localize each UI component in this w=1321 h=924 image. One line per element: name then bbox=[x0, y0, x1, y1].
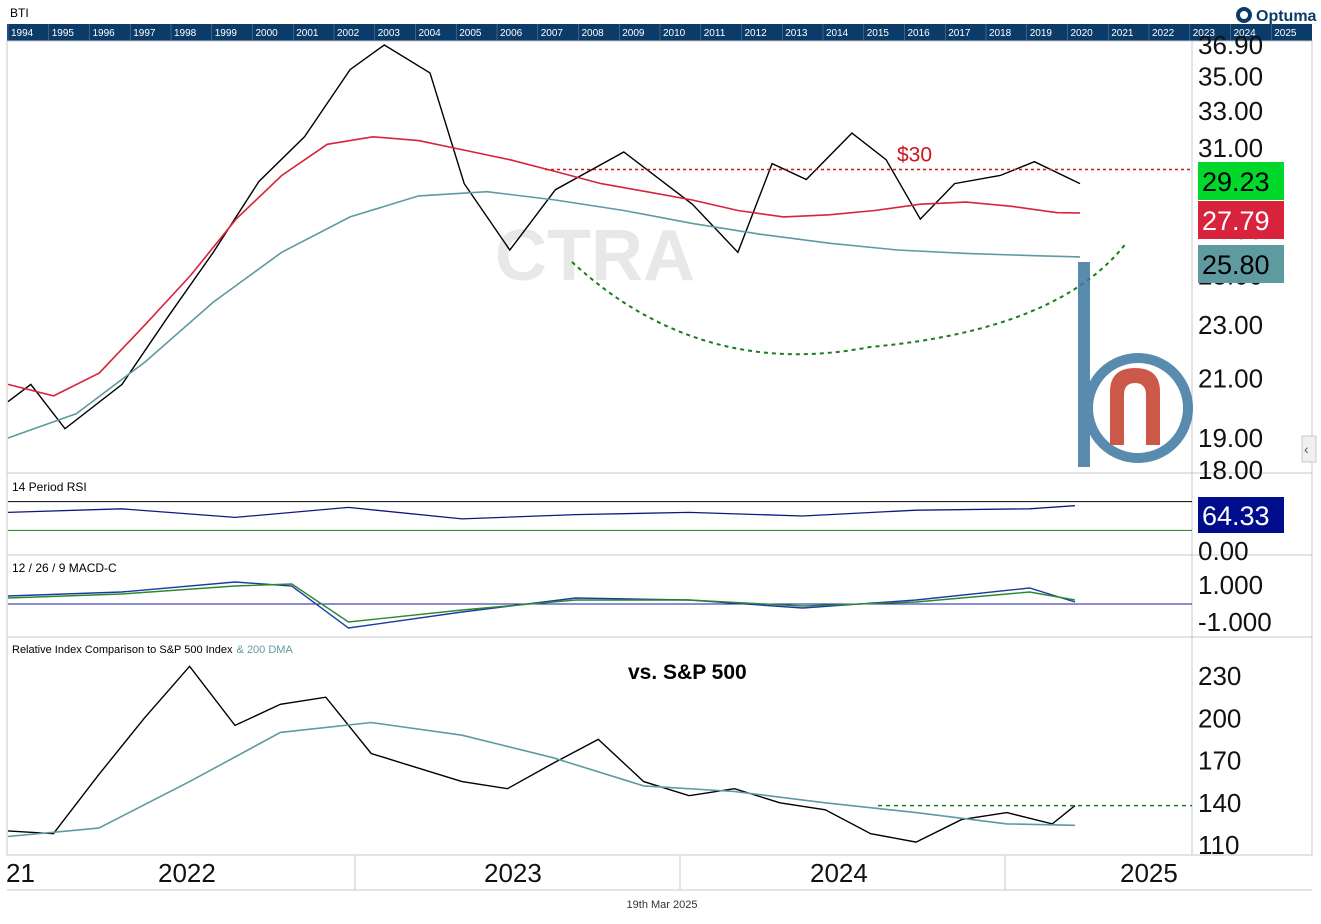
overview-year-label[interactable]: 2011 bbox=[704, 28, 726, 39]
price-value-label-box bbox=[1198, 201, 1284, 239]
macd-y-tick-label: 1.000 bbox=[1198, 570, 1263, 600]
rounded-base-curve bbox=[571, 241, 1128, 356]
price-y-tick-label: 19.00 bbox=[1198, 423, 1263, 453]
macd-line-1 bbox=[7, 583, 1076, 623]
macd-series-group: 1.000 -1.000 bbox=[7, 570, 1272, 637]
overview-year-label[interactable]: 2003 bbox=[378, 28, 401, 39]
overview-year-label[interactable]: 2006 bbox=[500, 28, 523, 39]
relative-y-tick-label: 110 bbox=[1198, 830, 1239, 860]
chevron-left-icon: ‹ bbox=[1304, 441, 1309, 457]
price-annotations: $30 bbox=[545, 144, 1190, 356]
overview-year-label[interactable]: 2022 bbox=[1152, 28, 1175, 39]
overview-year-label[interactable]: 2012 bbox=[745, 28, 768, 39]
optuma-logo: Optuma bbox=[1236, 7, 1317, 25]
resistance-label: $30 bbox=[897, 144, 932, 167]
overview-year-label[interactable]: 1994 bbox=[11, 28, 34, 39]
x-axis-labels: 21 2022 2023 2024 2025 bbox=[6, 855, 1312, 891]
overview-year-label[interactable]: 1997 bbox=[133, 28, 156, 39]
relative-panel-title-main: Relative Index Comparison to S&P 500 Ind… bbox=[12, 644, 233, 656]
overview-year-label[interactable]: 2009 bbox=[622, 28, 645, 39]
price-value-label: 29.23 bbox=[1202, 167, 1270, 197]
overview-year-label[interactable]: 2019 bbox=[1030, 28, 1053, 39]
overview-year-labels: 1994 1995 1996 1997 1998 1999 2000 2001 2002 2003… bbox=[7, 24, 1297, 41]
relative-series-line-1 bbox=[7, 721, 1076, 838]
overview-year-label[interactable]: 2025 bbox=[1274, 28, 1297, 39]
rsi-value-label-box bbox=[1198, 497, 1284, 533]
overview-year-label[interactable]: 2017 bbox=[948, 28, 971, 39]
relative-series-line-0 bbox=[7, 665, 1076, 843]
overview-year-label[interactable]: 1998 bbox=[174, 28, 197, 39]
overview-year-label[interactable]: 2021 bbox=[1111, 28, 1134, 39]
price-y-tick-label: 18.00 bbox=[1198, 455, 1263, 485]
relative-y-tick-label: 140 bbox=[1198, 788, 1241, 818]
overview-year-label[interactable]: 2005 bbox=[459, 28, 482, 39]
overview-year-label[interactable]: 2010 bbox=[663, 28, 686, 39]
ticker-watermark: CTRA bbox=[495, 216, 695, 296]
price-value-label: 27.79 bbox=[1202, 206, 1270, 236]
optuma-logo-icon-inner bbox=[1240, 11, 1248, 19]
price-series-line-2 bbox=[7, 190, 1081, 439]
overview-year-label[interactable]: 2015 bbox=[867, 28, 890, 39]
relative-panel-title: Relative Index Comparison to S&P 500 Ind… bbox=[12, 644, 293, 656]
overview-year-label[interactable]: 2001 bbox=[296, 28, 319, 39]
macd-panel-title: 12 / 26 / 9 MACD-C bbox=[12, 561, 117, 575]
price-value-label: 25.80 bbox=[1202, 250, 1270, 280]
rsi-y-tick-label: 0.00 bbox=[1198, 536, 1249, 566]
rsi-value-label: 64.33 bbox=[1202, 501, 1270, 531]
price-value-label-box bbox=[1198, 162, 1284, 200]
publisher-watermark-icon bbox=[1078, 262, 1193, 467]
x-axis-label: 2024 bbox=[810, 858, 868, 888]
relative-panel-annotation: vs. S&P 500 bbox=[628, 661, 747, 684]
relative-panel bbox=[6, 636, 1313, 856]
x-axis-label: 21 bbox=[6, 858, 35, 888]
overview-year-label[interactable]: 2020 bbox=[1071, 28, 1094, 39]
overview-year-label[interactable]: 2023 bbox=[1193, 28, 1216, 39]
price-series-line-0 bbox=[7, 44, 1081, 430]
overview-year-label[interactable]: 1999 bbox=[215, 28, 238, 39]
price-y-tick-label: 36.90 bbox=[1198, 30, 1263, 60]
overview-year-label[interactable]: 2004 bbox=[419, 28, 442, 39]
brand-name: Optuma bbox=[1256, 8, 1317, 25]
overview-year-label[interactable]: 2014 bbox=[826, 28, 849, 39]
overview-year-label[interactable]: 2024 bbox=[1234, 28, 1257, 39]
relative-y-tick-label: 230 bbox=[1198, 661, 1241, 691]
overview-year-label[interactable]: 2007 bbox=[541, 28, 564, 39]
relative-y-tick-label: 200 bbox=[1198, 703, 1241, 733]
footer-date: 19th Mar 2025 bbox=[627, 899, 698, 911]
macd-y-tick-label: -1.000 bbox=[1198, 607, 1272, 637]
price-y-tick-label: 21.00 bbox=[1198, 364, 1263, 394]
rsi-series-group: 64.33 0.00 bbox=[7, 497, 1284, 566]
price-y-tick-label: 23.00 bbox=[1198, 310, 1263, 340]
price-series-group bbox=[7, 44, 1081, 439]
macd-line-0 bbox=[7, 581, 1076, 629]
relative-panel-title-dma: & 200 DMA bbox=[237, 644, 294, 656]
overview-year-label[interactable]: 2013 bbox=[785, 28, 808, 39]
price-y-tick-label: 33.00 bbox=[1198, 96, 1263, 126]
macd-panel bbox=[6, 554, 1313, 638]
overview-year-label[interactable]: 2000 bbox=[256, 28, 279, 39]
rsi-panel bbox=[6, 472, 1313, 556]
overview-year-label[interactable]: 1996 bbox=[93, 28, 116, 39]
relative-series-group: 110 140 170 200 230 bbox=[7, 661, 1241, 860]
overview-year-label[interactable]: 2008 bbox=[582, 28, 605, 39]
scroll-right-button[interactable] bbox=[1301, 435, 1317, 463]
price-y-tick-label: 31.00 bbox=[1198, 133, 1263, 163]
rsi-panel-title: 14 Period RSI bbox=[12, 480, 87, 494]
price-panel-title: BTI bbox=[10, 6, 29, 20]
price-value-label-box bbox=[1198, 245, 1284, 283]
x-axis-label: 2022 bbox=[158, 858, 216, 888]
overview-year-label[interactable]: 2016 bbox=[908, 28, 931, 39]
x-axis-label: 2025 bbox=[1120, 858, 1178, 888]
overview-year-label[interactable]: 1995 bbox=[52, 28, 75, 39]
x-axis-label: 2023 bbox=[484, 858, 542, 888]
overview-year-label[interactable]: 2018 bbox=[989, 28, 1012, 39]
price-value-labels: 29.23 27.79 25.80 bbox=[1198, 162, 1284, 283]
overview-year-label[interactable]: 2002 bbox=[337, 28, 360, 39]
price-series-line-1 bbox=[7, 135, 1081, 397]
price-y-tick-label: 35.00 bbox=[1198, 61, 1263, 91]
relative-y-tick-label: 170 bbox=[1198, 746, 1241, 776]
rsi-line bbox=[7, 505, 1076, 520]
